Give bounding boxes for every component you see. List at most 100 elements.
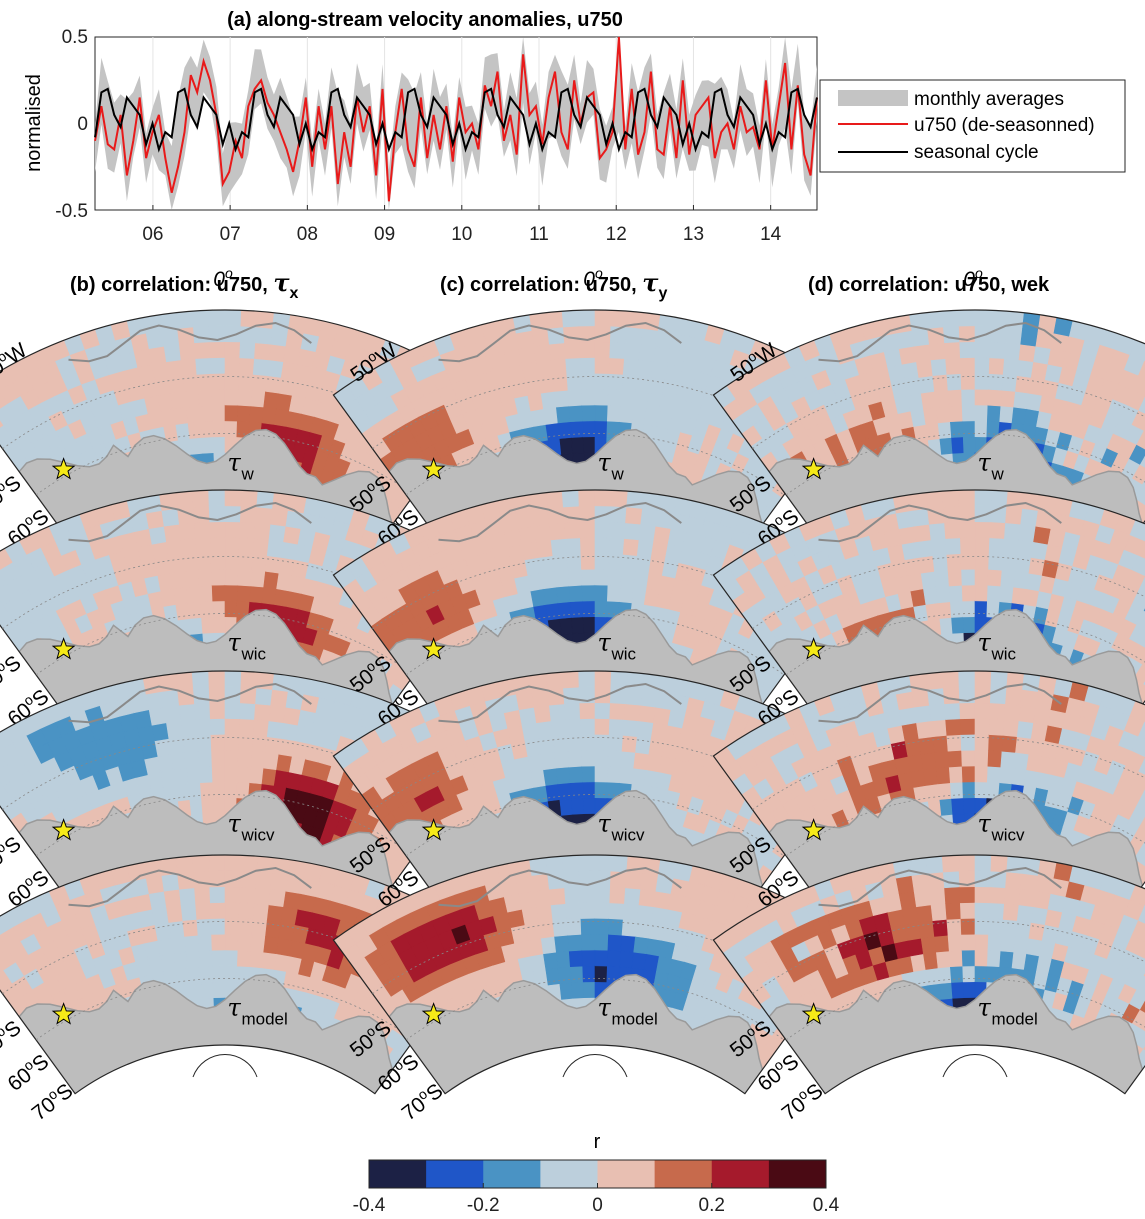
field-cell [168, 375, 185, 394]
field-cell [594, 388, 609, 406]
field-cell [988, 734, 1004, 752]
map-label-subscript: wicv [990, 825, 1025, 844]
field-cell [1016, 904, 1034, 923]
field-cell [555, 766, 571, 785]
field-cell [1002, 903, 1020, 922]
longitude-label-0: 0o [213, 265, 233, 291]
map-label-tau: τ [977, 809, 991, 837]
field-cell [187, 966, 202, 984]
field-cell [555, 950, 571, 969]
field-cell [538, 920, 555, 939]
field-cell [561, 490, 580, 508]
field-cell [578, 310, 596, 327]
field-cell [180, 719, 198, 738]
field-cell [961, 933, 976, 951]
field-cell [197, 750, 213, 768]
field-cell [608, 357, 625, 375]
field-cell [251, 919, 268, 937]
field-cell [533, 704, 552, 724]
field-cell [557, 966, 572, 984]
field-cell [594, 521, 611, 539]
field-cell [263, 936, 280, 955]
map-label-subscript: model [611, 1009, 657, 1028]
field-cell [620, 569, 636, 588]
graticule-arc [405, 433, 785, 496]
field-cell [988, 373, 1004, 391]
field-cell [944, 886, 961, 904]
field-cell [582, 965, 596, 983]
field-cell [148, 525, 167, 545]
field-cell [962, 420, 976, 438]
field-cell [196, 373, 212, 391]
field-cell [263, 391, 280, 410]
field-cell [1020, 689, 1039, 708]
field-cell [571, 616, 585, 634]
field-cell [224, 965, 238, 983]
field-cell [1016, 359, 1034, 378]
field-cell [552, 374, 569, 392]
field-cell [180, 538, 198, 557]
field-cell [934, 389, 950, 408]
field-cell [571, 981, 585, 999]
field-cell [925, 671, 944, 690]
field-cell [1001, 554, 1018, 572]
field-cell [916, 904, 934, 923]
field-cell [594, 357, 611, 374]
field-cell [554, 389, 570, 408]
field-cell [524, 738, 542, 757]
map-label-subscript: w [990, 464, 1004, 483]
field-cell [178, 522, 196, 541]
field-cell [208, 490, 226, 507]
field-cell [270, 328, 289, 347]
field-cell [191, 490, 210, 508]
field-cell [925, 310, 944, 329]
field-cell [1005, 687, 1023, 706]
field-cell [194, 341, 211, 359]
field-cell [157, 937, 174, 957]
field-cell [224, 357, 241, 374]
field-cell [581, 568, 596, 586]
field-cell [580, 372, 596, 390]
field-cell [555, 405, 571, 424]
field-cell [531, 328, 550, 347]
field-cell [550, 538, 568, 557]
field-cell [945, 357, 962, 375]
field-cell [265, 375, 282, 394]
field-cell [608, 918, 624, 936]
field-cell [178, 887, 196, 906]
field-cell [211, 949, 226, 967]
y-tick-label: -0.5 [55, 201, 88, 222]
field-cell [947, 389, 963, 407]
field-cell [148, 345, 167, 365]
field-cell [212, 436, 226, 454]
field-cell [191, 671, 210, 689]
field-cell [960, 552, 976, 570]
field-cell [1139, 630, 1145, 652]
field-cell [935, 585, 951, 604]
field-cell [239, 702, 256, 720]
field-cell [999, 766, 1015, 785]
field-cell [1013, 571, 1030, 590]
field-cell [224, 917, 240, 935]
field-cell [199, 600, 214, 618]
field-cell [609, 521, 626, 539]
field-cell [638, 888, 657, 908]
graticule-arc [752, 737, 1145, 811]
field-cell [942, 686, 961, 705]
field-cell [208, 855, 226, 872]
field-cell [607, 750, 623, 768]
field-cell [959, 718, 976, 735]
field-cell [640, 873, 659, 892]
graticule-arc [405, 978, 785, 1041]
field-cell [947, 750, 963, 768]
field-cell [255, 326, 273, 345]
field-cell [224, 733, 240, 751]
field-cell [1002, 719, 1020, 738]
field-cell [562, 870, 581, 889]
field-cell [557, 601, 572, 619]
field-cell [555, 585, 571, 604]
map-label-subscript: wic [990, 644, 1016, 663]
field-cell [151, 722, 170, 742]
panel-b-title-text: (b) correlation: u750, [70, 274, 273, 296]
field-cell [944, 341, 961, 359]
